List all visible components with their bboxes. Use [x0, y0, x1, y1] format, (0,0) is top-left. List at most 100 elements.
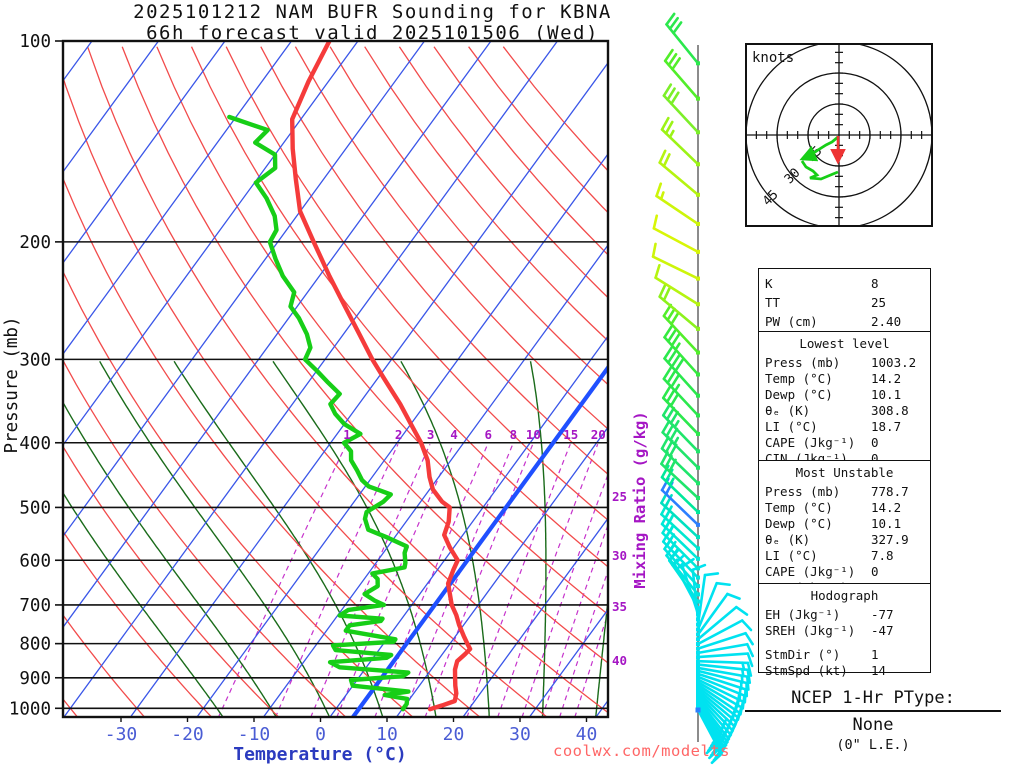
wind-barb-shaft [696, 678, 745, 703]
stat-row: Press (mb) 778.7 [765, 484, 930, 500]
wind-barb [661, 419, 700, 470]
dry-adiabat-line [364, 46, 608, 342]
wind-barb-station-dot [696, 522, 700, 527]
wind-barb-station-dot [696, 449, 700, 454]
wind-barb-shaft [663, 59, 700, 100]
wind-barb-station-dot [696, 668, 700, 673]
wind-barb-shaft [696, 669, 748, 685]
dewpoint-trace [227, 114, 411, 712]
isotherm-line [129, 61, 608, 717]
wind-barb-station-dot [696, 249, 700, 254]
stat-label: TT [765, 295, 781, 310]
wind-barb-station-dot [696, 584, 700, 589]
wind-barb-shaft [652, 227, 700, 254]
mixing-ratio-value-label: 8 [510, 427, 518, 442]
wind-barb-feather [665, 406, 676, 421]
stat-label: θₑ (K) [765, 532, 811, 547]
mixing-ratio-line [466, 443, 571, 717]
dry-adiabat-line [329, 46, 608, 386]
stat-label: EH (Jkg⁻¹) [765, 606, 841, 622]
wind-barb-shaft [661, 431, 700, 470]
isotherm-line [63, 41, 426, 538]
wind-barb-station-dot [696, 680, 700, 685]
stat-row: θₑ (K) 327.9 [765, 532, 930, 548]
wind-barb-station-dot [696, 637, 700, 642]
ptype-value: None [852, 715, 894, 735]
freezing-isotherm-thick-line [351, 364, 608, 717]
wind-barb-station-dot [696, 599, 700, 604]
stat-value: -47 [871, 622, 894, 638]
wind-barb-feather [652, 214, 659, 230]
isotherm-line [196, 152, 608, 717]
wind-barb [696, 572, 720, 627]
wind-barb [651, 242, 700, 281]
plot-background [63, 41, 608, 717]
dry-adiabat-line [63, 75, 548, 717]
wind-barb-feather [667, 52, 678, 67]
stat-value: 7.8 [871, 548, 894, 563]
dry-adiabat-line [260, 46, 608, 476]
staff-base-dot [695, 707, 701, 713]
stat-value: 308.8 [871, 402, 909, 418]
moist-adiabat-line [595, 593, 608, 717]
wind-barb-half-feather [673, 436, 680, 446]
wind-barb-shaft [696, 619, 744, 646]
stat-label: K [765, 276, 773, 291]
mixing-ratio-line [497, 443, 599, 717]
wind-barb-shaft [696, 631, 747, 650]
stat-label: θₑ (K) [765, 402, 811, 418]
wind-barb [652, 214, 700, 254]
temperature-axis-label: Temperature (°C) [233, 744, 406, 765]
wind-barb-feather [666, 329, 677, 343]
ptype-detail: (0" L.E.) [836, 737, 910, 753]
mixing-ratio-value-label: 1 [343, 427, 351, 442]
wind-barb-shaft [665, 23, 700, 65]
wind-barb-station-dot [696, 611, 700, 616]
wind-barb-shaft [696, 688, 738, 724]
mixing-ratio-value-label: 15 [563, 427, 578, 442]
wind-barb-station-dot [696, 465, 700, 470]
wind-barb [696, 662, 752, 684]
temperature-tick-label: 10 [376, 724, 398, 745]
stat-label: StmDir (°) [765, 646, 841, 662]
temperature-tick-label: -20 [171, 724, 204, 745]
wind-barb-station-dot [696, 162, 700, 167]
wind-barb-station-dot [696, 674, 700, 679]
wind-barb-half-feather [673, 419, 680, 429]
wind-barb-feather [666, 87, 676, 101]
wind-barb-station-dot [696, 535, 700, 540]
wind-barb-feather [666, 370, 676, 385]
wind-barb-half-feather [668, 477, 675, 487]
wind-barb-feather [669, 410, 679, 425]
wind-barb-station-dot [696, 566, 700, 571]
wind-barb [696, 619, 753, 646]
wind-barb-station-dot [696, 646, 700, 651]
wind-barb-station-dot [696, 413, 700, 418]
wind-barb-shaft [696, 592, 729, 636]
hodograph-frame [745, 43, 933, 227]
stat-value: 778.7 [871, 484, 909, 499]
wind-barb-shaft [660, 475, 700, 514]
stat-row: StmSpd (kt) 14 [765, 663, 930, 679]
wind-barb-shaft [696, 675, 746, 697]
moist-adiabat-line [173, 360, 384, 717]
wind-barb-shaft [696, 680, 743, 709]
wind-barb-station-dot [696, 690, 700, 695]
wind-barb-shaft [663, 335, 700, 376]
wind-barb-feather [664, 439, 674, 454]
wind-barb-shaft [662, 314, 700, 354]
stat-value: 18.7 [871, 418, 902, 434]
wind-barb-station-dot [696, 393, 700, 398]
wind-barb [696, 652, 754, 668]
wind-barb-feather [666, 350, 677, 364]
wind-barbs-group [651, 12, 755, 765]
stat-label: SREH (Jkg⁻¹) [765, 622, 856, 638]
mixing-ratio-value-label: 4 [450, 427, 458, 442]
wind-barb-feather [661, 419, 671, 434]
wind-barb-station-dot [696, 650, 700, 655]
temperature-tick-label: -10 [238, 724, 271, 745]
moist-adiabat-line [63, 401, 278, 717]
wind-barb [665, 12, 700, 66]
stat-label: LI (°C) [765, 418, 818, 434]
